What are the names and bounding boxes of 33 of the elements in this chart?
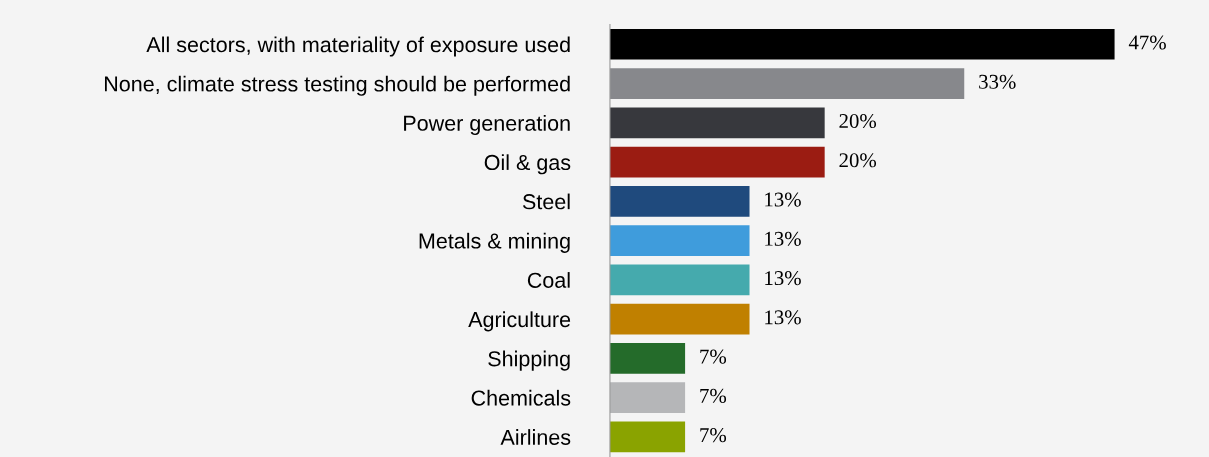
bar: [609, 186, 750, 217]
data-label: 20%: [839, 113, 877, 129]
bar: [609, 225, 750, 256]
data-label: 20%: [839, 153, 877, 168]
bar: [609, 382, 686, 413]
data-label: 13%: [765, 310, 801, 325]
data-label: 13%: [765, 231, 801, 246]
bar: [609, 421, 686, 453]
data-label: 47%: [1128, 35, 1166, 50]
bar: [609, 68, 965, 99]
bar: [609, 146, 825, 178]
bar: [609, 107, 825, 139]
data-label: 7%: [700, 349, 727, 364]
y-tick-label: Shipping: [488, 350, 570, 371]
y-tick-label: None, climate stress testing should be performed: [104, 75, 570, 96]
y-tick-label: Agriculture: [468, 311, 571, 332]
data-label: 13%: [765, 192, 801, 207]
bar: [609, 343, 686, 374]
data-label: 13%: [765, 271, 801, 286]
y-tick-label: Metals & mining: [419, 232, 570, 253]
bar: [609, 264, 750, 296]
bar: [609, 303, 750, 335]
y-tick-label: Airlines: [500, 429, 571, 445]
y-tick-label: Power generation: [404, 115, 570, 136]
data-label: 7%: [700, 428, 727, 443]
y-tick-label: Coal: [527, 272, 570, 288]
y-tick-label: All sectors, with materiality of exposure used: [146, 36, 570, 57]
y-tick-label: Steel: [522, 193, 570, 210]
y-tick-label: Chemicals: [471, 389, 571, 406]
y-tick-label: Oil & gas: [484, 154, 571, 175]
data-label: 7%: [700, 388, 727, 403]
data-label: 33%: [979, 74, 1016, 89]
bar: [609, 29, 1115, 60]
